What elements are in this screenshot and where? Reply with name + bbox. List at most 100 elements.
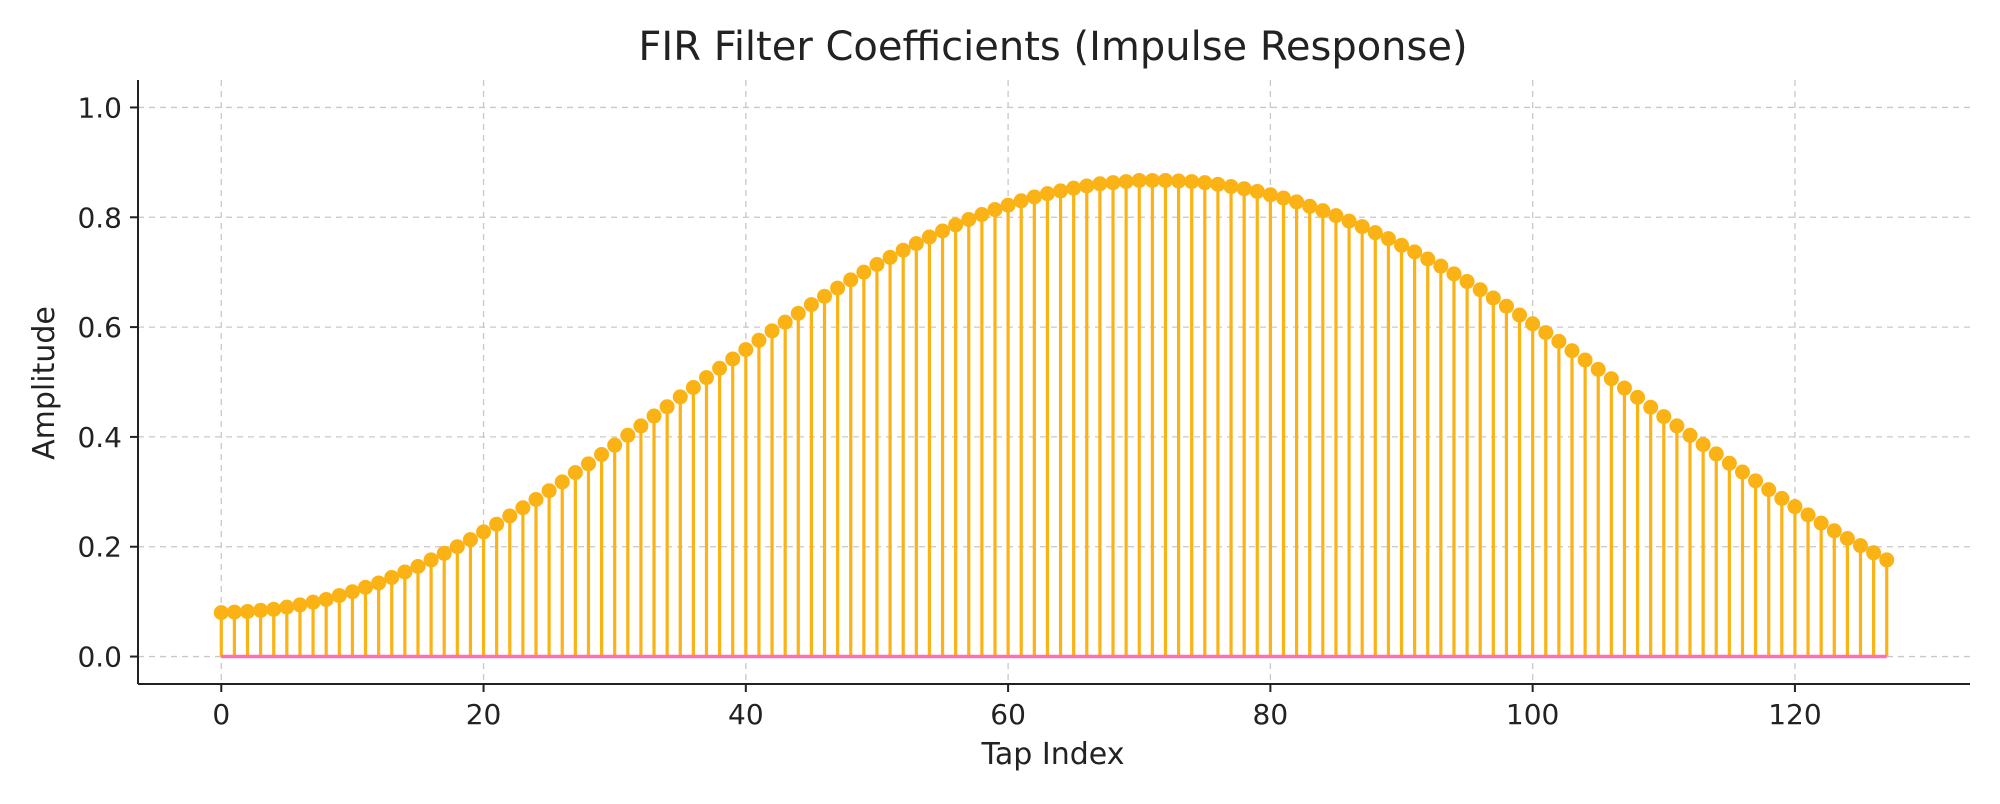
stem-marker — [1761, 482, 1777, 498]
stem-marker — [908, 236, 924, 252]
stem-marker — [672, 389, 688, 405]
stem-marker — [1787, 499, 1803, 515]
stem-marker — [1839, 530, 1855, 546]
stem-marker — [515, 500, 531, 516]
stem-marker — [1328, 208, 1344, 224]
stem-marker — [1131, 172, 1147, 188]
stem-marker — [843, 272, 859, 288]
stem-marker — [1275, 190, 1291, 206]
stem-marker — [1656, 409, 1672, 425]
stem-marker — [449, 539, 465, 555]
stem-marker — [1367, 225, 1383, 241]
stem-marker — [1708, 446, 1724, 462]
x-tick-label: 0 — [212, 698, 230, 731]
stem-marker — [1734, 464, 1750, 480]
stem-marker — [1407, 244, 1423, 260]
stem-marker — [1039, 186, 1055, 202]
stem-marker — [764, 323, 780, 339]
stem-marker — [1643, 399, 1659, 415]
y-tick-label: 0.2 — [77, 531, 122, 564]
stem-marker — [1630, 389, 1646, 405]
stem-marker — [1341, 213, 1357, 229]
stem-marker — [226, 604, 242, 620]
x-tick-label: 60 — [990, 698, 1026, 731]
stem-marker — [489, 516, 505, 532]
stem-marker — [1315, 203, 1331, 219]
stem-marker — [1721, 455, 1737, 471]
stem-marker — [384, 569, 400, 585]
grid-layer — [138, 80, 1970, 684]
stem-marker — [1262, 187, 1278, 203]
x-tick-label: 20 — [466, 698, 502, 731]
stem-marker — [790, 305, 806, 321]
stem-marker — [738, 342, 754, 358]
stem-marker — [1498, 298, 1514, 314]
stem-marker — [817, 288, 833, 304]
stem-marker — [1105, 175, 1121, 191]
stem-marker — [1748, 473, 1764, 489]
stem-marker — [1879, 552, 1895, 568]
stem-marker — [541, 483, 557, 499]
stem-marker — [1210, 176, 1226, 192]
stem-marker — [1525, 316, 1541, 332]
stem-marker — [869, 256, 885, 272]
stem-marker — [1013, 193, 1029, 209]
stem-marker — [580, 456, 596, 472]
stem-marker — [410, 558, 426, 574]
stem-marker — [253, 602, 269, 618]
stem-marker — [305, 594, 321, 610]
stem-marker — [213, 605, 229, 621]
stem-marker — [1053, 183, 1069, 199]
stem-marker — [803, 297, 819, 313]
stem-marker — [1302, 198, 1318, 214]
stem-marker — [331, 588, 347, 604]
stem-marker — [436, 545, 452, 561]
stem-marker — [1354, 219, 1370, 235]
stem-marker — [935, 223, 951, 239]
stem-marker — [266, 601, 282, 617]
stem-marker — [1603, 371, 1619, 387]
stem-marker — [856, 264, 872, 280]
stem-marker — [1774, 490, 1790, 506]
stem-marker — [921, 229, 937, 245]
stem-marker — [1590, 361, 1606, 377]
stem-marker — [1485, 290, 1501, 306]
stem-marker — [633, 418, 649, 434]
stem-marker — [423, 552, 439, 568]
stem-marker — [502, 508, 518, 524]
stem-marker — [279, 599, 295, 615]
axes-layer — [137, 80, 1970, 685]
stem-marker — [1866, 545, 1882, 561]
stem-marker — [685, 379, 701, 395]
stem-marker — [1157, 172, 1173, 188]
stem-marker — [961, 211, 977, 227]
stem-marker — [1026, 189, 1042, 205]
stem-marker — [1000, 197, 1016, 213]
stem-marker — [751, 332, 767, 348]
x-tick-label: 80 — [1253, 698, 1289, 731]
stem-marker — [1184, 174, 1200, 190]
markers-layer — [213, 172, 1895, 621]
stem-marker — [1538, 325, 1554, 341]
stem-marker — [659, 399, 675, 415]
stem-marker — [830, 280, 846, 296]
stem-marker — [1066, 180, 1082, 196]
x-tick-label: 40 — [728, 698, 764, 731]
stem-marker — [1289, 194, 1305, 210]
stem-marker — [974, 207, 990, 223]
stem-marker — [607, 437, 623, 453]
stem-marker — [1380, 231, 1396, 247]
y-axis-label: Amplitude — [27, 306, 62, 460]
stem-marker — [240, 604, 256, 620]
stem-marker — [895, 242, 911, 258]
stem-marker — [1236, 181, 1252, 197]
stem-marker — [1144, 172, 1160, 188]
stem-marker — [1564, 343, 1580, 359]
y-tick-label: 0.4 — [77, 421, 122, 454]
stem-marker — [554, 474, 570, 490]
stem-marker — [344, 584, 360, 600]
stem-marker — [528, 492, 544, 508]
stem-marker — [948, 217, 964, 233]
stem-marker — [1512, 307, 1528, 323]
